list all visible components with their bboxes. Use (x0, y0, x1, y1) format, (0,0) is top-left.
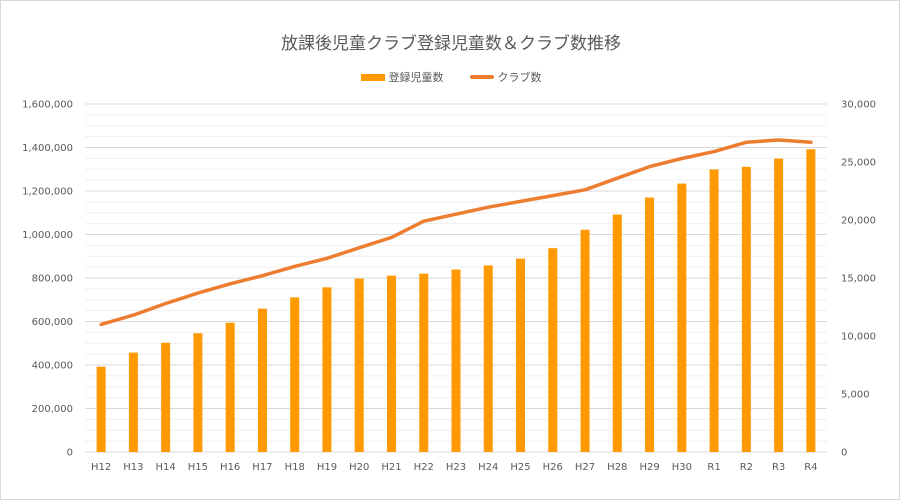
y-right-tick-label: 15,000 (841, 274, 876, 285)
legend-swatch-bar (360, 73, 385, 81)
bar-H22 (419, 273, 429, 452)
x-tick-label: H23 (446, 462, 466, 473)
bar-R3 (774, 158, 784, 452)
y-right-tick-label: 10,000 (841, 332, 876, 343)
x-tick-label: R4 (804, 462, 817, 473)
bar-H13 (128, 352, 138, 452)
legend-item-clubs: クラブ数 (469, 69, 542, 85)
x-tick-label: H22 (414, 462, 434, 473)
x-tick-label: R3 (772, 462, 785, 473)
bar-R4 (806, 149, 816, 453)
bar-H27 (580, 229, 590, 452)
x-tick-label: H25 (510, 462, 530, 473)
x-tick-label: H20 (349, 462, 369, 473)
x-tick-label: H28 (607, 462, 627, 473)
line-series-clubs (99, 138, 813, 327)
x-tick-label: H21 (381, 462, 401, 473)
x-tick-label: H13 (123, 462, 143, 473)
y-left-tick-label: 200,000 (32, 404, 73, 415)
x-tick-label: H16 (220, 462, 240, 473)
y-right-tick-label: 20,000 (841, 216, 876, 227)
x-tick-label: H29 (639, 462, 659, 473)
legend-label-children: 登録児童数 (388, 71, 444, 84)
bar-R1 (709, 169, 719, 452)
y-left-tick-label: 400,000 (32, 361, 73, 372)
x-tick-label: R2 (740, 462, 753, 473)
bar-R2 (741, 166, 751, 453)
legend-swatch-line (469, 75, 494, 79)
y-left-tick-label: 1,000,000 (22, 230, 73, 241)
legend-item-children: 登録児童数 (360, 69, 444, 85)
bar-H12 (96, 366, 106, 452)
x-tick-label: H18 (285, 462, 305, 473)
x-tick-label: H19 (317, 462, 337, 473)
bar-H18 (290, 297, 300, 452)
bar-H15 (193, 333, 203, 452)
bar-H28 (612, 214, 622, 452)
y-left-tick-label: 0 (67, 448, 73, 459)
y-left-tick-label: 1,200,000 (22, 187, 73, 198)
x-tick-label: H15 (188, 462, 208, 473)
legend-label-clubs: クラブ数 (497, 71, 542, 84)
x-tick-label: H24 (478, 462, 498, 473)
y-left-tick-label: 600,000 (32, 317, 73, 328)
x-tick-label: H17 (252, 462, 272, 473)
y-left-tick-label: 1,600,000 (22, 100, 73, 111)
x-tick-label: R1 (707, 462, 720, 473)
chart-title: 放課後児童クラブ登録児童数＆クラブ数推移 (281, 34, 621, 54)
y-left-tick-label: 800,000 (32, 274, 73, 285)
y-right-tick-label: 30,000 (841, 100, 876, 111)
x-tick-label: H27 (575, 462, 595, 473)
bar-H17 (257, 308, 267, 452)
y-left-tick-label: 1,400,000 (22, 143, 73, 154)
bar-H16 (225, 322, 235, 452)
y-right-tick-label: 25,000 (841, 158, 876, 169)
legend: 登録児童数 クラブ数 (1, 69, 900, 85)
bar-H24 (483, 265, 493, 452)
bar-H30 (677, 183, 687, 453)
bar-H20 (354, 278, 364, 452)
bar-H19 (322, 287, 332, 452)
y-right-tick-label: 5,000 (841, 390, 870, 401)
bar-H14 (161, 342, 171, 452)
bar-H26 (548, 248, 558, 452)
bar-H29 (645, 197, 655, 452)
x-tick-label: H12 (91, 462, 111, 473)
x-tick-label: H30 (672, 462, 692, 473)
y-right-tick-label: 0 (841, 448, 847, 459)
bar-H21 (386, 275, 396, 452)
bar-H25 (516, 258, 526, 452)
x-tick-label: H14 (156, 462, 176, 473)
bar-H23 (451, 269, 461, 452)
x-tick-label: H26 (543, 462, 563, 473)
